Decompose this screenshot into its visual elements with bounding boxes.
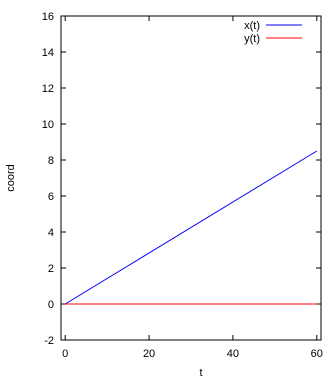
legend-label: x(t) [244,20,260,32]
x-tick-label: 40 [227,348,239,360]
y-tick-label: 10 [42,119,54,131]
y-tick-label: 12 [42,83,54,95]
y-tick-label: 4 [48,227,54,239]
legend-label: y(t) [244,33,260,45]
plot-frame [60,15,322,341]
x-axis-label: t [199,367,202,379]
y-tick-label: 0 [48,299,54,311]
y-tick-label: 6 [48,191,54,203]
y-tick-label: 2 [48,263,54,275]
y-tick-label: 8 [48,155,54,167]
series-line-xt [64,150,318,305]
x-tick-label: 20 [143,348,155,360]
x-tick-label: 0 [62,348,68,360]
y-tick-label: 14 [42,47,54,59]
y-tick-label: 16 [42,11,54,23]
y-axis-label: coord [5,164,17,192]
x-axis-ticks: 0 20 40 60 [62,16,323,360]
x-tick-label: 60 [311,348,323,360]
legend: x(t)y(t) [244,20,302,45]
series-layer [64,150,318,305]
y-tick-label: -2 [44,335,54,347]
y-axis-ticks: -2 0 2 4 6 8 10 12 14 16 [42,11,321,347]
